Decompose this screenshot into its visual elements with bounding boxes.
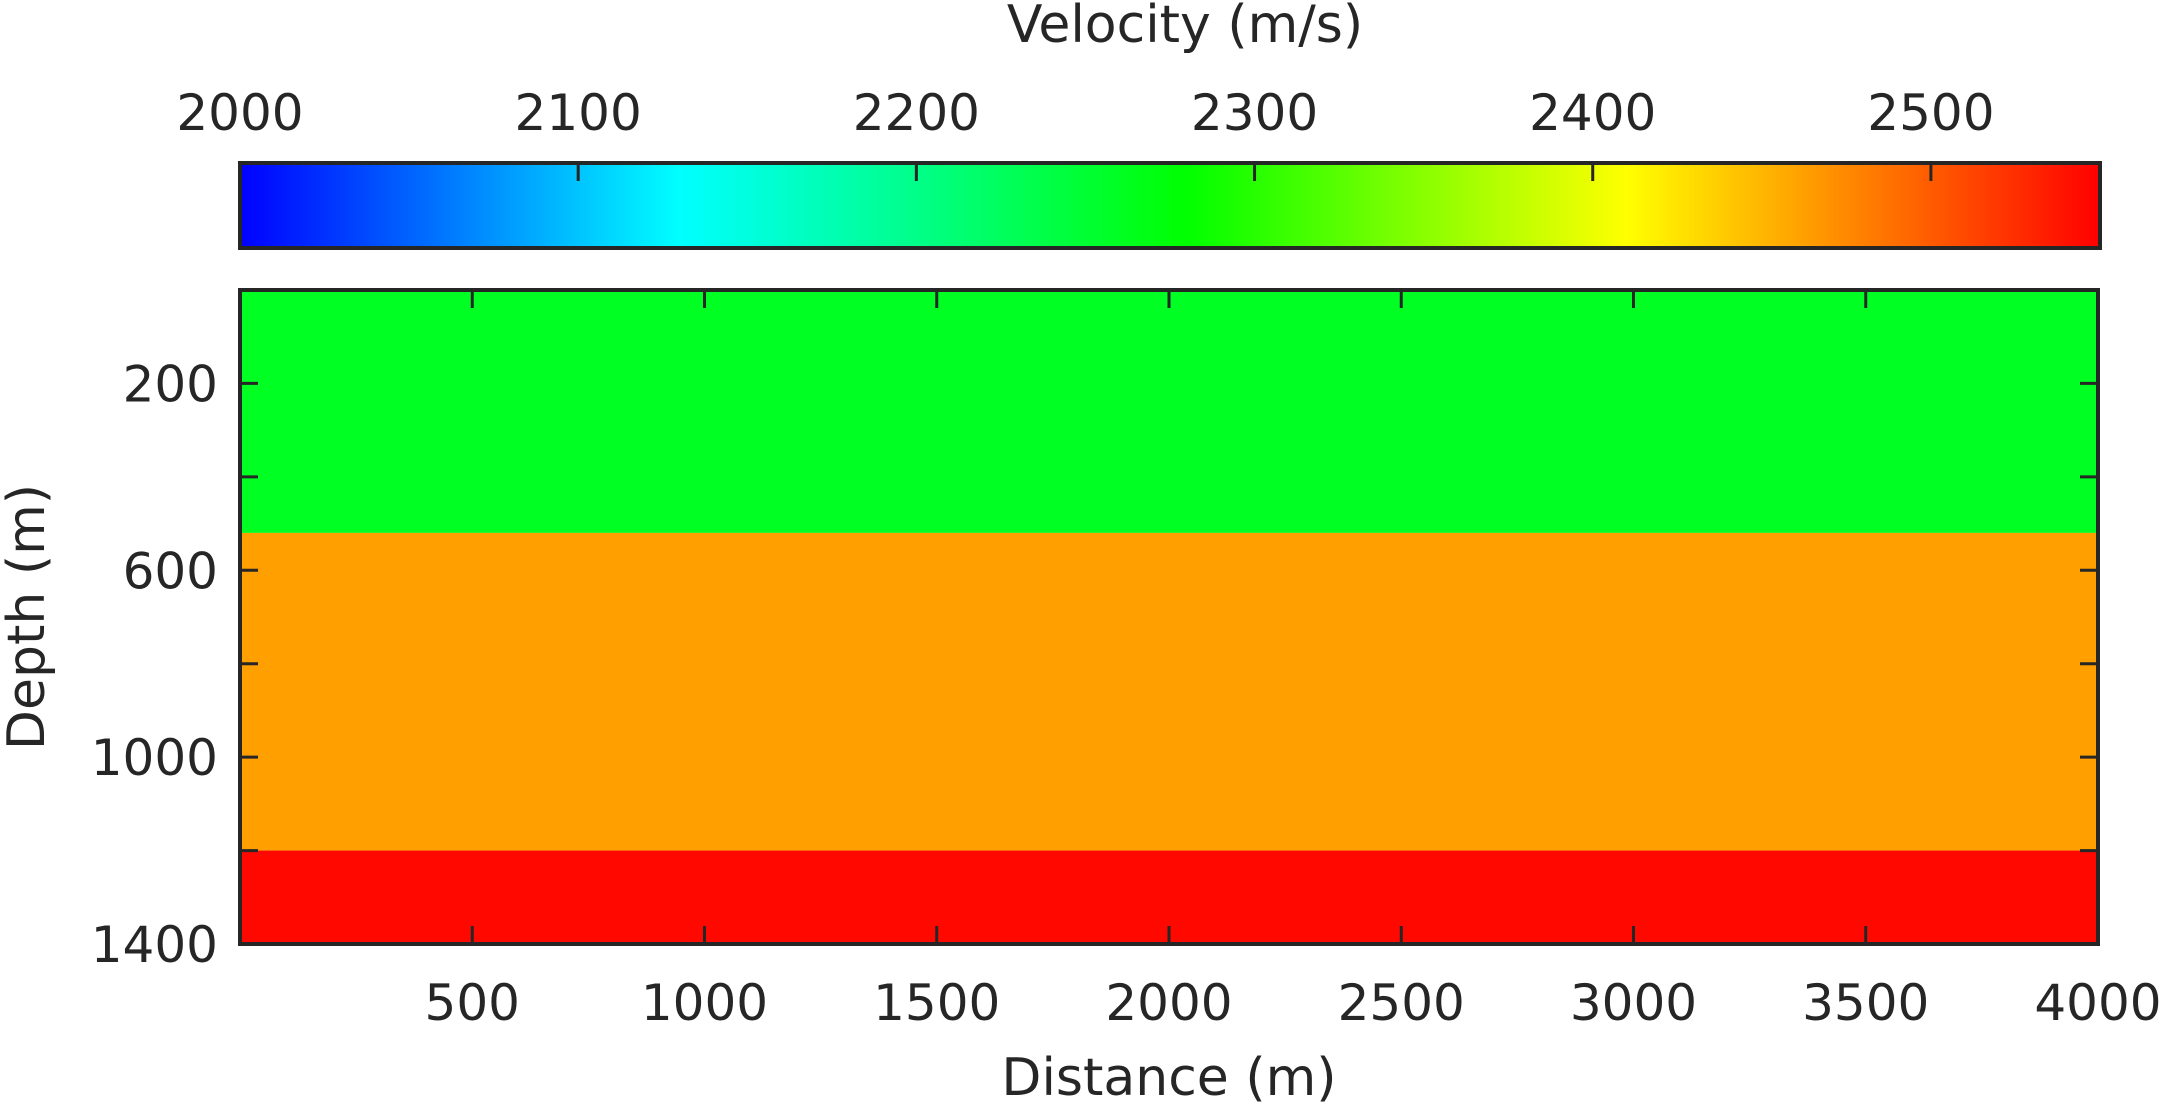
velocity-layer-2 [240,532,2098,851]
y-tick-label: 200 [123,355,218,413]
colorbar-tick-label: 2300 [1191,84,1318,142]
x-tick-label: 500 [425,974,520,1032]
colorbar-tick-label: 2200 [853,84,980,142]
colorbar-tick-label: 2100 [515,84,642,142]
x-tick-label: 1000 [641,974,768,1032]
y-axis-label: Depth (m) [0,484,57,750]
colorbar-frame [238,161,2102,250]
x-tick-label: 2000 [1105,974,1232,1032]
x-tick-label: 4000 [2034,974,2161,1032]
colorbar: 2000 2100 2200 2300 2400 2500 [176,84,2102,250]
colorbar-tick-label: 2400 [1529,84,1656,142]
colorbar-tick-label: 2000 [176,84,303,142]
colorbar-gradient [240,163,2100,248]
y-tick-label: 1000 [91,729,218,787]
velocity-layer-1 [240,290,2098,533]
y-tick-label: 1400 [91,916,218,974]
plot-area: 500 1000 1500 2000 2500 3000 3500 4000 200 600 100… [91,288,2162,1032]
x-tick-label: 2500 [1338,974,1465,1032]
x-tick-label: 1500 [873,974,1000,1032]
x-tick-label: 3500 [1802,974,1929,1032]
colorbar-tick-label: 2500 [1867,84,1994,142]
x-tick-label: 3000 [1570,974,1697,1032]
y-tick-label: 600 [123,542,218,600]
x-axis-label: Distance (m) [1001,1048,1336,1108]
colorbar-label: Velocity (m/s) [1007,0,1363,55]
